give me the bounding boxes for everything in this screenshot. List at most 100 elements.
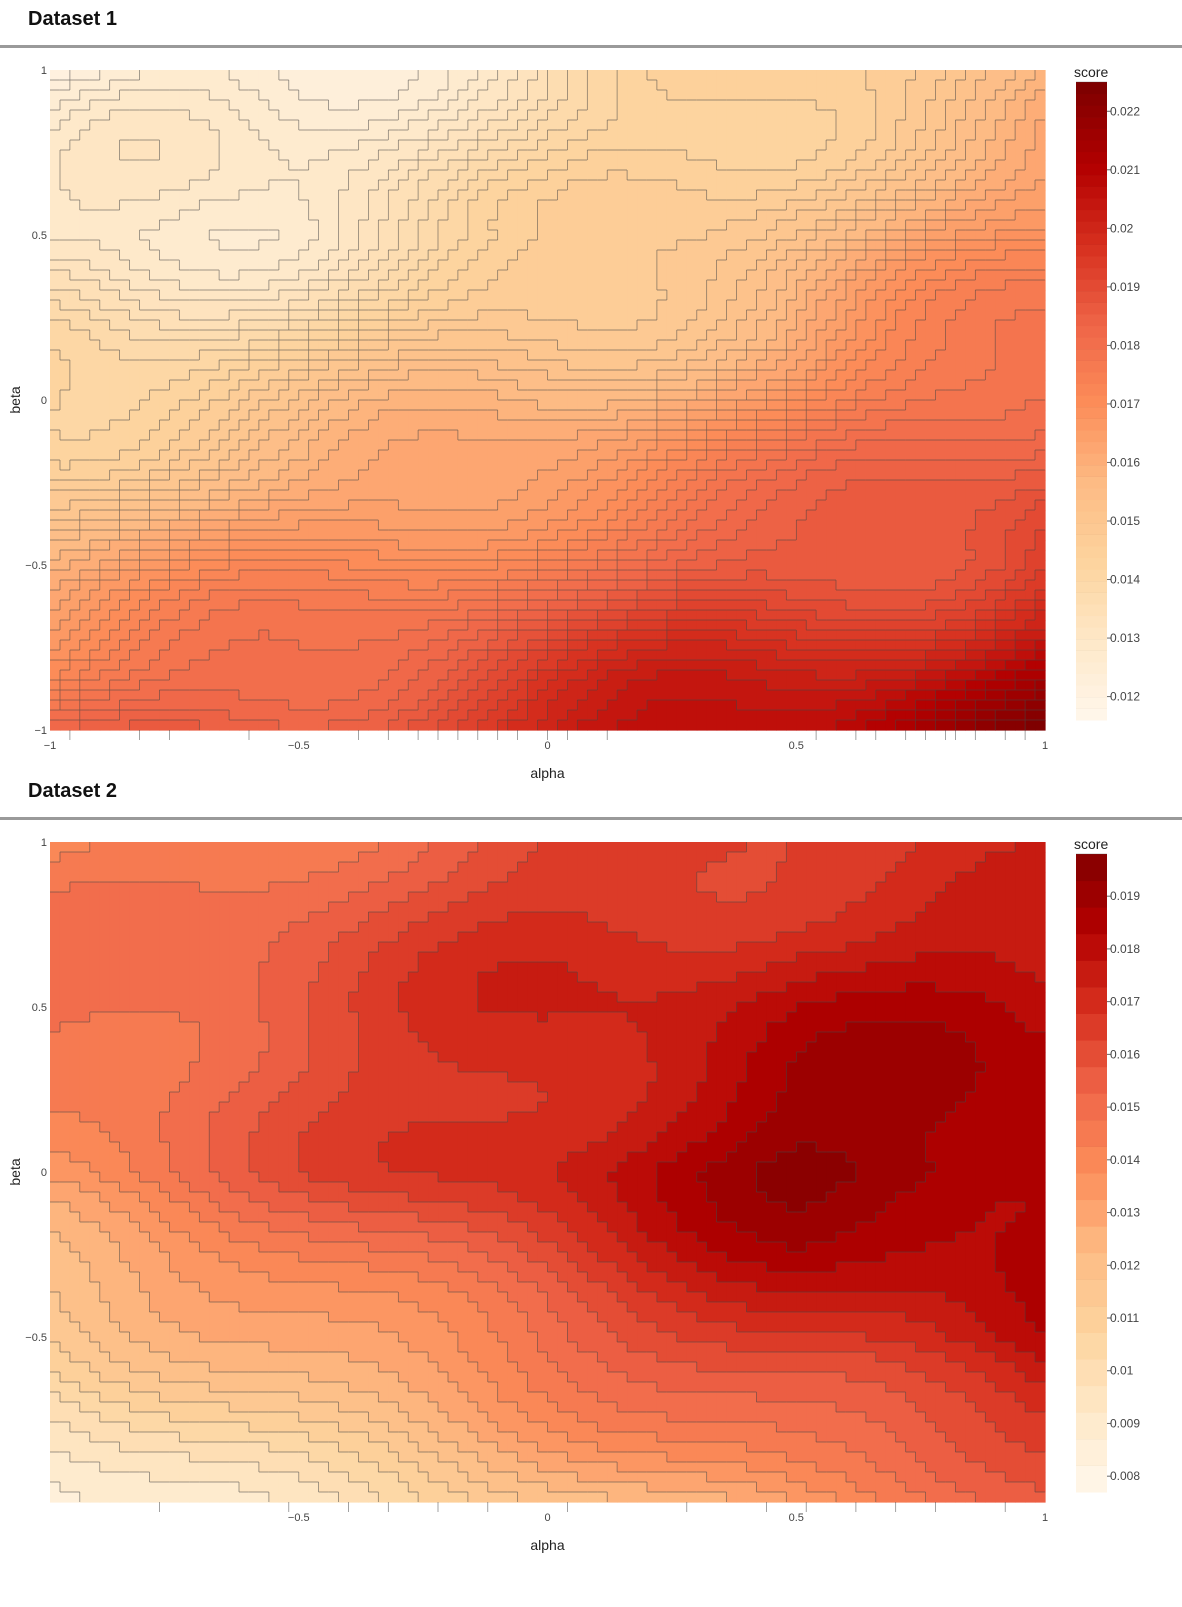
contour-cell xyxy=(995,230,1006,241)
contour-cell xyxy=(209,190,220,201)
contour-cell xyxy=(438,250,449,261)
contour-cell xyxy=(487,530,499,541)
contour-cell xyxy=(637,230,648,241)
contour-cell xyxy=(50,260,61,271)
contour-cell xyxy=(149,230,161,241)
contour-cell xyxy=(129,400,141,411)
contour-cell xyxy=(766,100,777,111)
contour-cell xyxy=(209,530,220,541)
contour-cell xyxy=(706,370,718,381)
contour-cell xyxy=(109,440,121,451)
contour-cell xyxy=(577,350,588,361)
contour-cell xyxy=(597,290,608,301)
contour-cell xyxy=(119,450,131,461)
contour-cell xyxy=(696,280,708,291)
contour-cell xyxy=(358,280,369,291)
contour-cell xyxy=(537,440,549,451)
contour-cell xyxy=(50,90,61,101)
contour-cell xyxy=(318,220,330,231)
contour-cell xyxy=(457,240,469,251)
contour-cell xyxy=(806,360,817,371)
contour-cell xyxy=(955,530,966,541)
contour-cell xyxy=(169,560,180,571)
contour-cell xyxy=(79,420,91,431)
contour-cell xyxy=(756,330,767,341)
contour-cell xyxy=(696,330,708,341)
contour-cell xyxy=(507,530,519,541)
contour-cell xyxy=(50,240,61,251)
contour-cell xyxy=(69,170,81,181)
contour-cell xyxy=(985,200,996,211)
contour-cell xyxy=(985,450,996,461)
contour-cell xyxy=(537,180,549,191)
contour-cell xyxy=(268,90,280,101)
contour-cell xyxy=(597,560,608,571)
contour-cell xyxy=(179,520,190,531)
contour-cell xyxy=(656,230,668,241)
contour-cell xyxy=(875,520,887,531)
contour-cell xyxy=(875,180,887,191)
contour-cell xyxy=(368,380,379,391)
contour-cell xyxy=(647,430,658,441)
contour-cell xyxy=(89,550,101,561)
contour-cell xyxy=(169,400,180,411)
contour-cell xyxy=(288,220,300,231)
contour-cell xyxy=(1015,260,1026,271)
contour-cell xyxy=(348,410,360,421)
contour-cell xyxy=(358,560,369,571)
contour-cell xyxy=(129,530,141,541)
contour-cell xyxy=(328,140,340,151)
contour-cell xyxy=(398,500,409,511)
contour-cell xyxy=(836,520,847,531)
contour-cell xyxy=(945,390,957,401)
contour-cell xyxy=(308,550,320,561)
contour-cell xyxy=(955,410,966,421)
contour-cell xyxy=(368,430,379,441)
contour-cell xyxy=(50,130,61,141)
contour-cell xyxy=(836,460,847,471)
contour-cell xyxy=(278,470,290,481)
contour-cell xyxy=(388,130,399,141)
contour-cell xyxy=(656,330,668,341)
contour-cell xyxy=(557,200,568,211)
contour-cell xyxy=(388,330,399,341)
contour-cell xyxy=(368,140,379,151)
contour-cell xyxy=(577,530,588,541)
contour-cell xyxy=(418,120,429,131)
contour-cell xyxy=(99,440,111,451)
contour-cell xyxy=(378,270,389,281)
contour-cell xyxy=(865,430,877,441)
contour-cell xyxy=(875,230,887,241)
contour-cell xyxy=(278,420,290,431)
contour-cell xyxy=(99,240,111,251)
contour-cell xyxy=(398,520,409,531)
contour-cell xyxy=(577,170,588,181)
contour-cell xyxy=(537,360,549,371)
contour-cell xyxy=(666,80,678,91)
contour-cell xyxy=(268,440,280,451)
contour-cell xyxy=(786,120,797,131)
contour-cell xyxy=(358,350,369,361)
contour-cell xyxy=(696,170,708,181)
contour-cell xyxy=(736,220,748,231)
contour-cell xyxy=(995,140,1006,151)
contour-cell xyxy=(965,280,976,291)
contour-cell xyxy=(706,460,718,471)
contour-cell xyxy=(139,530,151,541)
contour-cell xyxy=(129,490,141,501)
contour-cell xyxy=(895,150,907,161)
contour-cell xyxy=(915,130,927,141)
contour-cell xyxy=(477,480,489,491)
contour-cell xyxy=(288,90,300,101)
contour-cell xyxy=(656,210,668,221)
contour-cell xyxy=(577,480,588,491)
contour-cell xyxy=(537,190,549,201)
contour-cell xyxy=(547,110,559,121)
contour-cell xyxy=(686,410,698,421)
contour-cell xyxy=(378,200,389,211)
contour-cell xyxy=(796,480,807,491)
contour-cell xyxy=(995,290,1006,301)
contour-cell xyxy=(129,140,141,151)
contour-cell xyxy=(79,490,91,501)
contour-cell xyxy=(358,240,369,251)
